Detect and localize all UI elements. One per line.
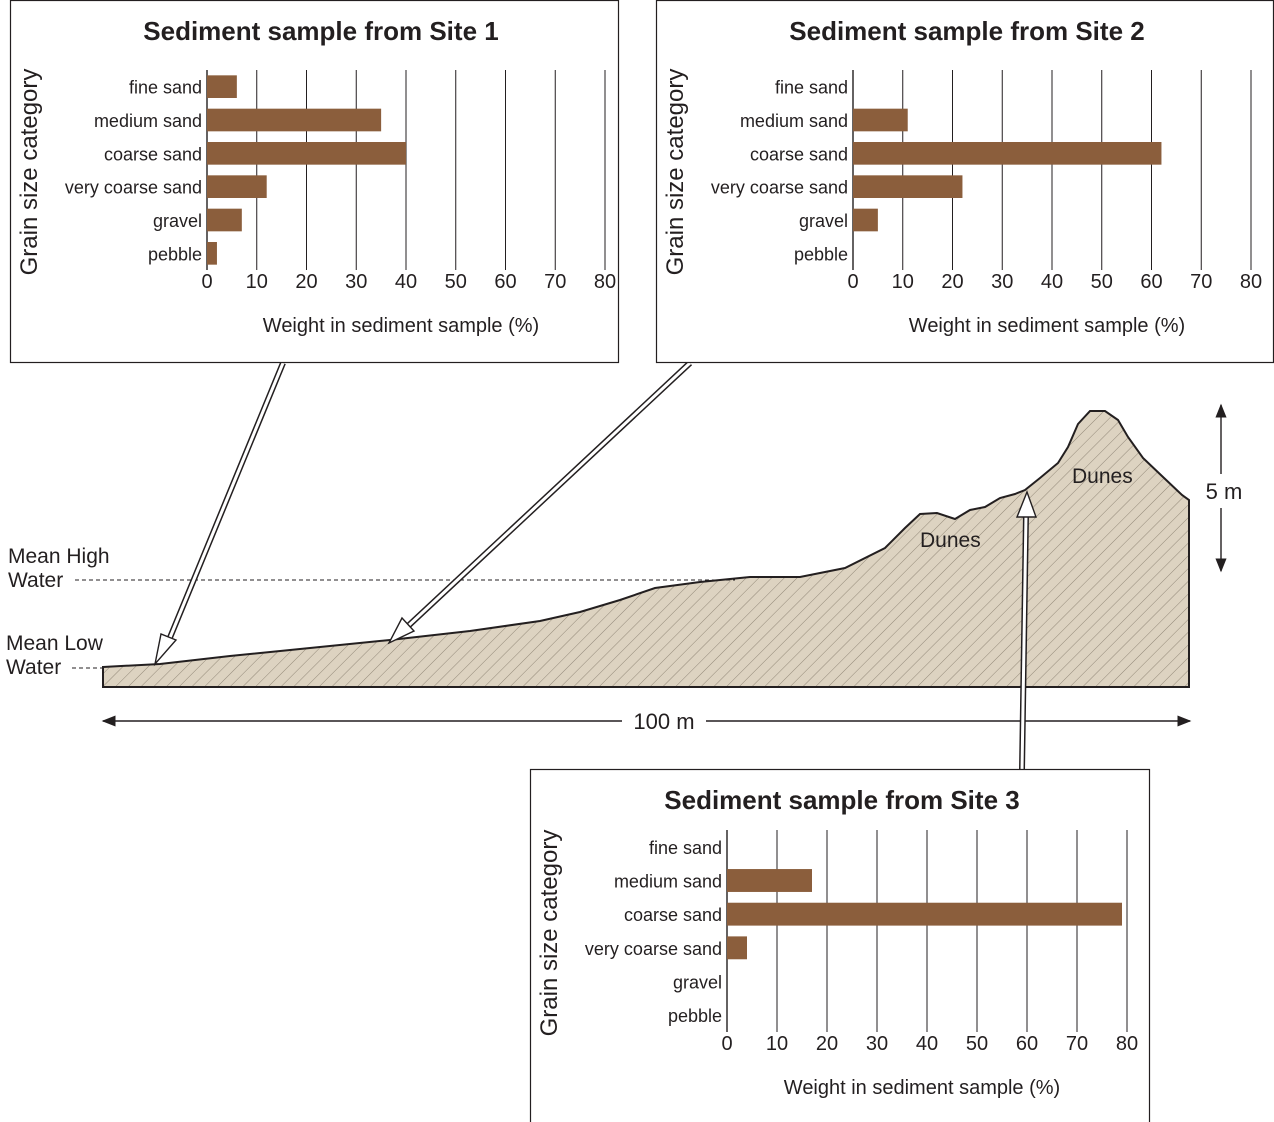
chart-site-2: Sediment sample from Site 2 0 10 20 30 40 50 60… xyxy=(655,0,1274,364)
chart-1-category-label: fine sand xyxy=(129,78,202,98)
chart-3-category-label: gravel xyxy=(673,973,722,993)
chart-1-title: Sediment sample from Site 1 xyxy=(143,16,498,46)
chart-1-x-tick-label: 40 xyxy=(395,271,417,293)
chart-3-x-tick-label: 80 xyxy=(1116,1033,1138,1055)
chart-1-x-axis-label: Weight in sediment sample (%) xyxy=(263,315,539,337)
chart-site-3: Sediment sample from Site 3 0 10 20 30 40 50 60… xyxy=(529,768,1151,1122)
mean-low-water-label-line1: Mean Low xyxy=(6,632,104,655)
chart-2-bar xyxy=(853,208,878,232)
chart-2-x-tick-label: 30 xyxy=(991,271,1013,293)
chart-2-category-label: fine sand xyxy=(775,78,848,98)
chart-1-bar xyxy=(207,108,382,132)
chart-2-x-tick-label: 80 xyxy=(1240,271,1262,293)
mean-high-water-label-line1: Mean High xyxy=(8,545,110,568)
chart-3-x-tick-label: 30 xyxy=(866,1033,888,1055)
chart-1-x-tick-label: 10 xyxy=(246,271,268,293)
site-1-pointer-arrow xyxy=(153,361,286,667)
chart-3-x-tick-label: 50 xyxy=(966,1033,988,1055)
beach-profile: Mean High Water Mean Low Water Dunes Dun… xyxy=(6,403,1243,734)
chart-2-x-tick-label: 0 xyxy=(847,271,858,293)
chart-3-bar xyxy=(727,936,747,960)
dunes-label-upper: Dunes xyxy=(1072,465,1133,488)
chart-3-x-axis-label: Weight in sediment sample (%) xyxy=(784,1077,1060,1099)
chart-1-category-label: very coarse sand xyxy=(65,178,202,198)
chart-3-panel-frame xyxy=(529,768,1151,1122)
chart-2-x-axis-label: Weight in sediment sample (%) xyxy=(909,315,1185,337)
site-3-pointer-arrow xyxy=(1015,490,1037,771)
chart-2-y-axis-label: Grain size category xyxy=(662,69,689,276)
chart-1-bar xyxy=(207,208,242,232)
chart-2-category-label: coarse sand xyxy=(750,144,848,164)
chart-1-y-axis-label: Grain size category xyxy=(16,69,43,276)
chart-3-category-label: very coarse sand xyxy=(585,939,722,959)
chart-3-x-tick-label: 70 xyxy=(1066,1033,1088,1055)
chart-2-category-label: gravel xyxy=(799,211,848,231)
width-label: 100 m xyxy=(633,709,694,734)
chart-3-category-label: fine sand xyxy=(649,838,722,858)
mean-high-water-label-line2: Water xyxy=(8,569,63,592)
chart-2-x-tick-label: 60 xyxy=(1140,271,1162,293)
chart-1-x-tick-label: 30 xyxy=(345,271,367,293)
chart-2-category-label: pebble xyxy=(794,244,848,264)
site-2-pointer-arrow xyxy=(387,360,693,645)
chart-2-x-tick-label: 40 xyxy=(1041,271,1063,293)
chart-3-x-tick-label: 40 xyxy=(916,1033,938,1055)
chart-2-x-tick-label: 50 xyxy=(1091,271,1113,293)
chart-2-x-tick-label: 70 xyxy=(1190,271,1212,293)
chart-3-category-label: pebble xyxy=(668,1006,722,1026)
dunes-label-lower: Dunes xyxy=(920,529,981,552)
chart-3-category-label: medium sand xyxy=(614,872,722,892)
chart-1-category-label: gravel xyxy=(153,211,202,231)
chart-3-bar xyxy=(727,869,812,892)
chart-3-x-tick-label: 10 xyxy=(766,1033,788,1055)
chart-1-category-label: medium sand xyxy=(94,111,202,131)
chart-1-bar xyxy=(207,75,237,98)
chart-site-1: Sediment sample from Site 1 0 10 20 30 40 50 60… xyxy=(9,0,620,364)
chart-1-x-tick-label: 50 xyxy=(445,271,467,293)
chart-1-x-tick-label: 70 xyxy=(544,271,566,293)
chart-3-title: Sediment sample from Site 3 xyxy=(664,785,1019,815)
chart-3-category-label: coarse sand xyxy=(624,905,722,925)
chart-1-x-tick-label: 60 xyxy=(494,271,516,293)
chart-1-bar xyxy=(207,242,217,265)
chart-2-x-tick-label: 20 xyxy=(941,271,963,293)
chart-3-x-tick-label: 60 xyxy=(1016,1033,1038,1055)
chart-3-y-axis-label: Grain size category xyxy=(536,830,563,1037)
chart-1-x-tick-label: 80 xyxy=(594,271,616,293)
chart-2-title: Sediment sample from Site 2 xyxy=(789,16,1144,46)
chart-1-x-tick-label: 20 xyxy=(295,271,317,293)
chart-2-bar xyxy=(853,108,908,132)
chart-1-x-tick-label: 0 xyxy=(201,271,212,293)
chart-2-category-label: very coarse sand xyxy=(711,178,848,198)
chart-2-bar xyxy=(853,175,963,198)
chart-3-x-tick-label: 0 xyxy=(721,1033,732,1055)
chart-1-bar xyxy=(207,142,406,165)
chart-1-bar xyxy=(207,175,267,198)
chart-3-x-tick-label: 20 xyxy=(816,1033,838,1055)
chart-1-category-label: pebble xyxy=(148,244,202,264)
chart-3-bar xyxy=(727,902,1122,926)
ground-cross-section xyxy=(102,410,1190,688)
chart-2-category-label: medium sand xyxy=(740,111,848,131)
chart-2-panel-frame xyxy=(655,0,1274,364)
chart-2-bar xyxy=(853,142,1162,165)
height-label: 5 m xyxy=(1206,479,1243,504)
mean-low-water-label-line2: Water xyxy=(6,656,61,679)
chart-1-category-label: coarse sand xyxy=(104,144,202,164)
chart-2-x-tick-label: 10 xyxy=(892,271,914,293)
chart-1-panel-frame xyxy=(9,0,620,364)
